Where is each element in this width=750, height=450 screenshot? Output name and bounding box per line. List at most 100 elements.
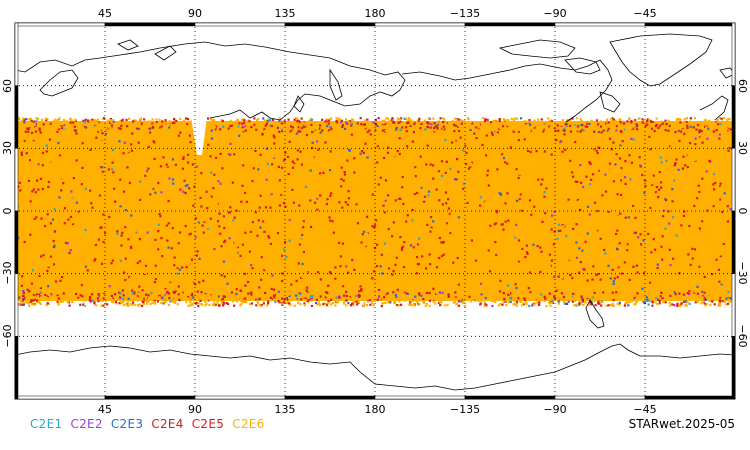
observation-point (261, 132, 264, 135)
observation-point (258, 303, 261, 306)
observation-point (489, 251, 492, 254)
observation-point (446, 303, 449, 307)
observation-point (655, 117, 658, 120)
observation-point (414, 175, 417, 178)
observation-point (618, 122, 621, 125)
observation-point (651, 122, 654, 126)
observation-point (47, 264, 50, 267)
observation-point (71, 207, 74, 210)
observation-point (286, 155, 290, 158)
observation-point (342, 301, 346, 304)
observation-point (93, 118, 96, 121)
observation-point (469, 124, 472, 127)
observation-point (519, 258, 522, 261)
observation-point (141, 147, 144, 150)
observation-point (469, 165, 472, 168)
observation-point (347, 120, 350, 123)
observation-point (62, 122, 65, 125)
observation-point (351, 271, 354, 275)
observation-point (550, 281, 553, 284)
observation-point (422, 298, 425, 301)
observation-point (29, 300, 32, 303)
observation-point (533, 230, 536, 233)
observation-point (212, 216, 215, 219)
observation-point (446, 211, 450, 214)
observation-point (366, 118, 369, 121)
observation-point (532, 125, 535, 128)
observation-point (447, 295, 450, 298)
observation-point (189, 148, 192, 151)
observation-point (598, 289, 601, 292)
observation-point (187, 153, 190, 156)
observation-point (683, 132, 686, 136)
observation-point (697, 238, 700, 242)
observation-point (451, 253, 454, 256)
observation-point (718, 139, 721, 142)
observation-point (557, 302, 560, 305)
observation-point (183, 290, 187, 293)
observation-point (660, 186, 663, 189)
observation-point (366, 215, 369, 218)
observation-point (465, 292, 468, 295)
observation-point (626, 301, 629, 304)
observation-point (150, 186, 153, 190)
observation-point (470, 162, 473, 165)
observation-point (179, 131, 182, 134)
observation-point (161, 299, 164, 302)
observation-point (84, 118, 87, 121)
observation-point (521, 304, 524, 307)
observation-point (28, 290, 31, 293)
observation-point (448, 130, 451, 133)
observation-point (381, 184, 384, 187)
observation-point (207, 270, 210, 273)
observation-point (595, 137, 598, 140)
observation-point (288, 297, 291, 300)
observation-point (609, 249, 612, 253)
observation-point (252, 123, 255, 126)
observation-point (671, 200, 674, 203)
observation-point (395, 126, 398, 129)
observation-point (635, 123, 638, 126)
observation-point (664, 177, 667, 180)
observation-point (341, 124, 345, 127)
observation-point (345, 299, 348, 302)
observation-point (652, 126, 655, 129)
observation-point (580, 302, 583, 305)
observation-point (455, 302, 459, 305)
observation-point (55, 119, 59, 123)
observation-point (374, 128, 377, 132)
observation-point (91, 118, 94, 121)
observation-point (76, 294, 79, 297)
observation-point (208, 303, 211, 306)
observation-point (684, 304, 687, 307)
observation-point (633, 172, 636, 175)
observation-point (296, 297, 299, 300)
observation-point (131, 233, 134, 236)
observation-point (652, 244, 655, 247)
observation-point (22, 195, 25, 198)
observation-point (25, 162, 28, 165)
observation-point (582, 304, 585, 307)
observation-point (703, 302, 706, 305)
observation-point (318, 156, 321, 159)
observation-point (144, 297, 147, 300)
observation-point (243, 118, 246, 122)
observation-point (557, 272, 560, 275)
observation-point (360, 200, 363, 203)
observation-point (562, 295, 565, 299)
observation-point (395, 128, 398, 131)
observation-point (626, 243, 629, 246)
observation-point (391, 134, 395, 137)
observation-point (205, 126, 208, 129)
observation-point (318, 302, 321, 305)
observation-point (539, 246, 542, 249)
observation-point (621, 140, 624, 143)
observation-point (55, 125, 58, 128)
observation-point (324, 125, 327, 128)
observation-point (491, 305, 494, 308)
observation-point (244, 277, 247, 280)
observation-point (416, 243, 420, 246)
observation-point (330, 283, 333, 286)
observation-point (376, 296, 379, 299)
observation-point (64, 276, 67, 279)
